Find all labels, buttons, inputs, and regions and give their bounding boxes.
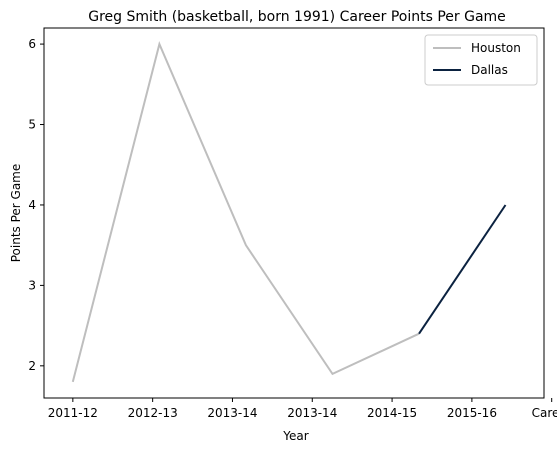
x-axis-label: Year (282, 429, 308, 443)
x-tick-label: 2013-14 (207, 406, 257, 420)
y-axis: 2 3 4 5 6 (28, 37, 44, 373)
x-tick-label: 2011-12 (48, 406, 98, 420)
plot-area (43, 27, 545, 399)
legend-label: Houston (471, 41, 521, 55)
x-tick-label: 2012-13 (128, 406, 178, 420)
x-tick-label: 2015-16 (447, 406, 497, 420)
x-axis: 2011-12 2012-13 2013-14 2013-14 2014-15 2015-… (48, 398, 557, 420)
y-tick-label: 6 (28, 37, 36, 51)
series-group (71, 41, 507, 383)
series-line-houston (71, 41, 420, 383)
x-tick-label: 2013-14 (287, 406, 337, 420)
x-tick-label: Career (532, 406, 557, 420)
y-tick-label: 5 (28, 118, 36, 132)
legend-label: Dallas (471, 63, 508, 77)
y-tick-label: 3 (28, 278, 36, 292)
y-axis-label: Points Per Game (9, 164, 23, 263)
series-line-dallas (418, 204, 507, 335)
chart-title: Greg Smith (basketball, born 1991) Caree… (88, 9, 506, 25)
y-tick-label: 2 (28, 359, 36, 373)
legend: Houston Dallas (424, 34, 538, 86)
y-tick-label: 4 (28, 198, 36, 212)
x-tick-label: 2014-15 (367, 406, 417, 420)
